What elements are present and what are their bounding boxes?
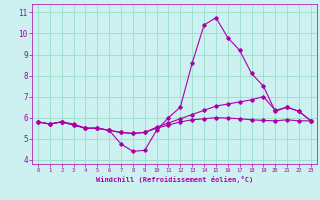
X-axis label: Windchill (Refroidissement éolien,°C): Windchill (Refroidissement éolien,°C) xyxy=(96,176,253,183)
